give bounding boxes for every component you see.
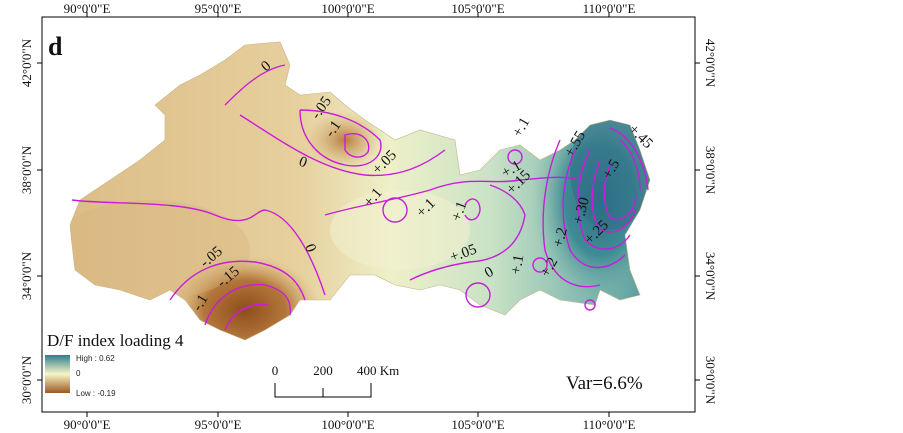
lat-label-left: 30°0'0"N [19,355,34,404]
lat-label-right: 38°0'0"N [703,146,718,195]
lon-label-bottom: 100°0'0"E [321,417,374,432]
legend-color-ramp [45,355,70,393]
panel-letter: d [48,32,63,61]
lat-label-right: 30°0'0"N [703,356,718,405]
legend-title: D/F index loading 4 [47,331,184,350]
lon-label-bottom: 110°0'0"E [583,417,636,432]
lon-label-top: 105°0'0"E [451,1,504,16]
contour-label: +.1 [508,253,527,275]
lon-label-top: 100°0'0"E [321,1,374,16]
variance-text: Var=6.6% [566,373,643,394]
scale-label-200: 200 [313,363,333,378]
legend-high-label: High : 0.62 [76,354,115,363]
lat-label-right: 42°0'0"N [703,39,718,88]
lat-label-left: 42°0'0"N [19,38,34,87]
legend-low-label: Low : -0.19 [76,389,116,398]
lon-label-top: 110°0'0"E [583,1,636,16]
lon-label-top: 95°0'0"E [195,1,242,16]
lon-label-bottom: 95°0'0"E [195,417,242,432]
lon-label-top: 90°0'0"E [64,1,111,16]
lat-label-right: 34°0'0"N [703,252,718,301]
scale-label-0: 0 [272,363,279,378]
lon-label-bottom: 90°0'0"E [64,417,111,432]
scale-label-400: 400 Km [357,363,399,378]
lat-label-left: 34°0'0"N [19,251,34,300]
legend-zero-label: 0 [76,369,81,378]
lon-label-bottom: 105°0'0"E [451,417,504,432]
lat-label-left: 38°0'0"N [19,145,34,194]
